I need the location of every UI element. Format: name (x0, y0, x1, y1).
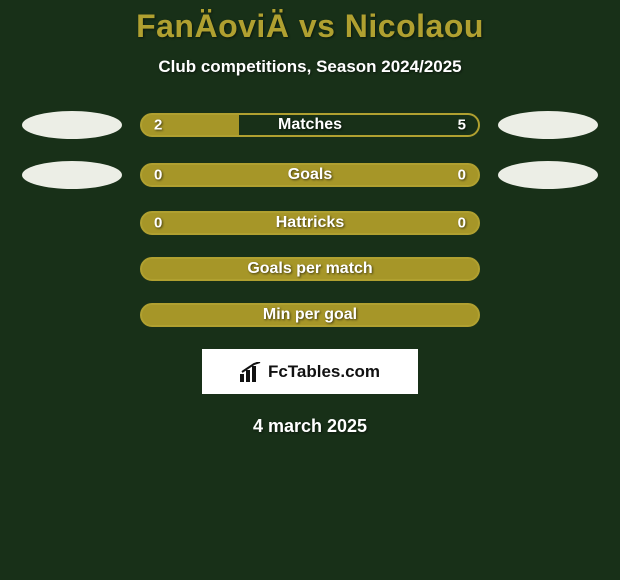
stat-row-min-per-goal: Min per goal (0, 303, 620, 327)
stat-value-right: 5 (458, 117, 466, 134)
date-text: 4 march 2025 (0, 416, 620, 437)
player-left-logo (22, 111, 122, 139)
stat-fill-right (239, 115, 478, 135)
stat-value-right: 0 (458, 215, 466, 232)
chart-icon (240, 362, 262, 382)
stat-value-right: 0 (458, 167, 466, 184)
stat-bar-goals-per-match: Goals per match (140, 257, 480, 281)
stat-label: Min per goal (263, 306, 357, 324)
branding-text: FcTables.com (268, 362, 380, 382)
player-right-logo (498, 161, 598, 189)
stat-row-matches: 2 Matches 5 (0, 111, 620, 139)
page-title: FanÄoviÄ vs Nicolaou (0, 8, 620, 45)
branding-link[interactable]: FcTables.com (202, 349, 418, 394)
stat-row-goals-per-match: Goals per match (0, 257, 620, 281)
stat-bar-min-per-goal: Min per goal (140, 303, 480, 327)
stat-value-left: 0 (154, 167, 162, 184)
stat-row-hattricks: 0 Hattricks 0 (0, 211, 620, 235)
stat-label: Matches (278, 116, 342, 134)
stat-label: Goals per match (247, 260, 372, 278)
player-right-logo (498, 111, 598, 139)
stat-row-goals: 0 Goals 0 (0, 161, 620, 189)
stat-bar-matches: 2 Matches 5 (140, 113, 480, 137)
stat-bar-goals: 0 Goals 0 (140, 163, 480, 187)
branding-box: FcTables.com (0, 349, 620, 394)
stat-label: Hattricks (276, 214, 344, 232)
stat-value-left: 2 (154, 117, 162, 134)
player-left-logo (22, 161, 122, 189)
stat-bar-hattricks: 0 Hattricks 0 (140, 211, 480, 235)
page-root: FanÄoviÄ vs Nicolaou Club competitions, … (0, 0, 620, 437)
stat-value-left: 0 (154, 215, 162, 232)
stat-label: Goals (288, 166, 332, 184)
page-subtitle: Club competitions, Season 2024/2025 (0, 57, 620, 77)
